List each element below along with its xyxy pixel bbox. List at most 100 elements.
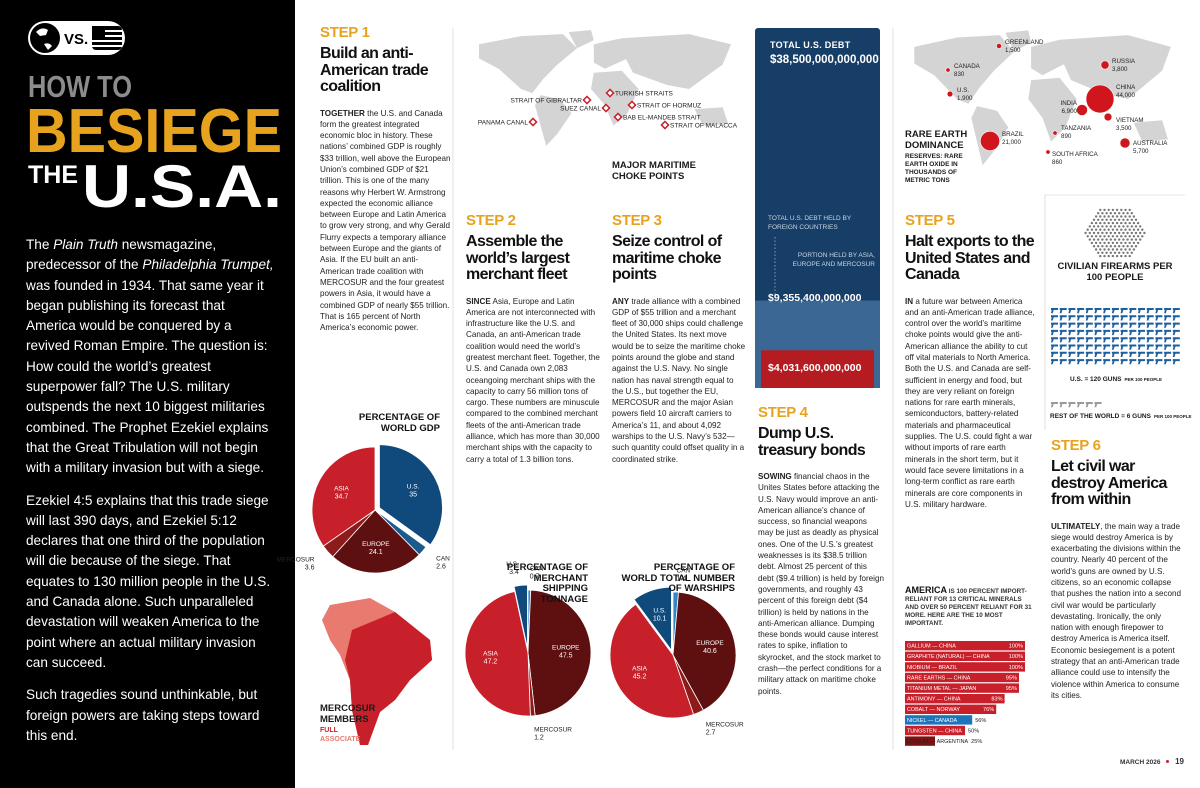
- gun-icon: [1077, 337, 1085, 343]
- hex-dot: [1118, 218, 1121, 221]
- hex-dot: [1097, 238, 1100, 241]
- hex-dot: [1141, 228, 1144, 231]
- gun-icon: [1051, 337, 1058, 343]
- mineral-value: 50%: [968, 728, 979, 734]
- body-text: financial chaos in the Unites States bef…: [758, 472, 884, 696]
- hex-dot: [1126, 225, 1129, 228]
- hex-dot: [1128, 215, 1131, 218]
- hex-dot: [1130, 238, 1134, 241]
- gun-icon: [1051, 308, 1058, 314]
- hex-dot: [1103, 228, 1106, 231]
- gun-icon: [1059, 351, 1067, 357]
- footer-sep: [1166, 760, 1170, 763]
- hex-dot: [1094, 215, 1098, 218]
- slice-category: ASIA: [632, 666, 647, 673]
- map-land: [621, 34, 731, 89]
- hex-dot: [1097, 245, 1100, 248]
- gun-icon: [1068, 344, 1076, 350]
- slice-category: EUROPE: [552, 645, 580, 652]
- slice-value: 40.6: [703, 648, 717, 655]
- gun-icon: [1059, 315, 1067, 321]
- step-body: IN a future war between America and an a…: [905, 296, 1037, 511]
- gun-icon: [1164, 344, 1172, 350]
- gun-icon: [1077, 351, 1085, 357]
- hex-dot: [1126, 212, 1129, 215]
- gun-icon: [1085, 337, 1093, 343]
- reserve-bubble: [980, 131, 1000, 151]
- gun-icon: [1059, 322, 1067, 328]
- mineral-value: 76%: [983, 707, 994, 713]
- hex-dot: [1092, 231, 1096, 235]
- hex-dot: [1120, 228, 1123, 231]
- hex-dot: [1134, 218, 1138, 221]
- title-line3a: THE: [28, 161, 78, 189]
- gun-icon: [1059, 329, 1067, 336]
- country-value: 3,500: [1116, 125, 1132, 132]
- hex-dot: [1113, 231, 1117, 235]
- intro-run: was founded in 1934. That same year it b…: [26, 277, 269, 476]
- gun-icon: [1120, 322, 1128, 328]
- note-text: IS 100 PERCENT IMPORT-RELIANT FOR 13 CRI…: [905, 588, 1032, 627]
- slice-category: MERCOSUR: [706, 722, 744, 729]
- slice-value: 3.6: [305, 564, 315, 571]
- step: STEP 5 Halt exports to the United States …: [905, 212, 1037, 510]
- gun-icon: [1068, 359, 1076, 365]
- mineral-value: 100%: [1009, 644, 1023, 650]
- gun-icons: [1051, 308, 1180, 365]
- gun-icon: [1129, 351, 1137, 357]
- gun-icon: [1085, 351, 1093, 357]
- gun-icon: [1085, 344, 1093, 350]
- hex-dot: [1115, 254, 1119, 258]
- hex-dot: [1099, 228, 1102, 231]
- gun-icon: [1085, 308, 1093, 314]
- mineral-value: 25%: [971, 739, 982, 745]
- title-line3b: U.S.A.: [82, 153, 282, 220]
- mineral-bar: [905, 694, 1005, 704]
- legend-item: FULL: [320, 727, 338, 734]
- slice-value: 2.6: [436, 564, 446, 571]
- hex-dot: [1094, 228, 1098, 231]
- hex-dot: [1126, 251, 1129, 254]
- hex-dot: [1134, 231, 1138, 235]
- reserve-bubble: [1045, 149, 1051, 155]
- gun-icon: [1051, 344, 1058, 350]
- hex-dot: [1128, 254, 1131, 258]
- gun-icon: [1103, 322, 1111, 328]
- step-label: STEP 2: [466, 212, 516, 229]
- gun-icon: [1172, 308, 1180, 314]
- gun-icon: [1120, 337, 1128, 343]
- hex-dot: [1141, 235, 1144, 238]
- legend-title: MERCOSUR MEMBERS: [320, 703, 376, 725]
- full-members: [345, 612, 432, 745]
- country-label: GREENLAND: [1005, 39, 1044, 46]
- intro-run: The: [26, 237, 54, 252]
- map-land: [1031, 39, 1066, 76]
- hex-dot: [1130, 251, 1134, 254]
- mineral-value: 100%: [1009, 665, 1023, 671]
- hex-dot: [1094, 221, 1098, 225]
- mineral-bar: [905, 672, 1019, 683]
- map-title: RARE EARTH DOMINANCE: [905, 129, 968, 151]
- gun-icon: [1120, 351, 1128, 357]
- step: STEP 2 Assemble the world’s largest merch…: [466, 212, 600, 465]
- gun-icon: [1138, 329, 1145, 336]
- country-value: 890: [1061, 133, 1072, 140]
- debt-value: $9,355,400,000,000: [768, 291, 862, 304]
- hex-dot: [1105, 225, 1108, 228]
- reserve-bubble: [996, 43, 1002, 49]
- gun-icon: [1103, 308, 1111, 314]
- gun-icon: [1077, 315, 1085, 321]
- reserve-bubble: [1103, 112, 1113, 122]
- hex-dot: [1111, 215, 1115, 218]
- hex-dot: [1139, 225, 1142, 228]
- step-body: TOGETHER the U.S. and Canada form the gr…: [320, 108, 452, 334]
- step-heading: Build an anti-American trade coalition: [320, 45, 429, 95]
- hex-dot: [1094, 248, 1098, 251]
- pictogram-label: U.S. = 120 GUNS PER 100 PEOPLE: [1070, 376, 1162, 383]
- reserve-bubble: [1085, 84, 1115, 114]
- hex-dot: [1111, 228, 1115, 231]
- gun-icon: [1120, 308, 1128, 314]
- hex-dot: [1124, 241, 1127, 245]
